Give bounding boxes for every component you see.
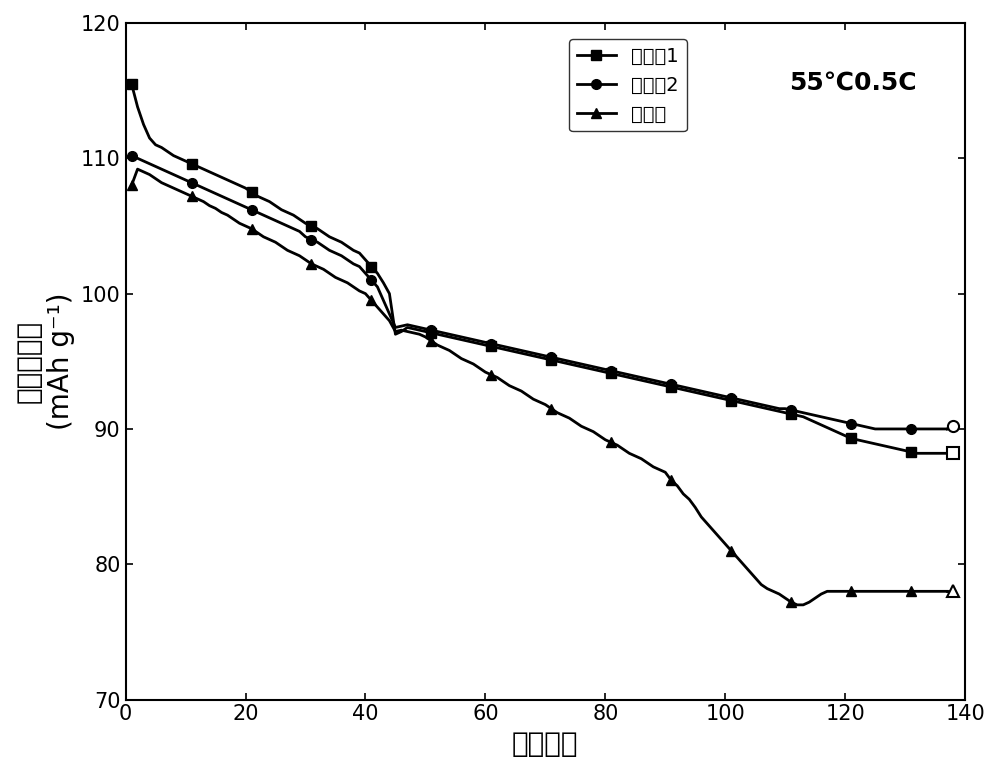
Legend: 实施例1, 实施例2, 对比样: 实施例1, 实施例2, 对比样 bbox=[569, 39, 687, 131]
Text: 55℃0.5C: 55℃0.5C bbox=[789, 70, 916, 94]
X-axis label: 循环次数: 循环次数 bbox=[512, 730, 579, 758]
Y-axis label: 放电比容量
(mAh g⁻¹): 放电比容量 (mAh g⁻¹) bbox=[15, 292, 75, 430]
